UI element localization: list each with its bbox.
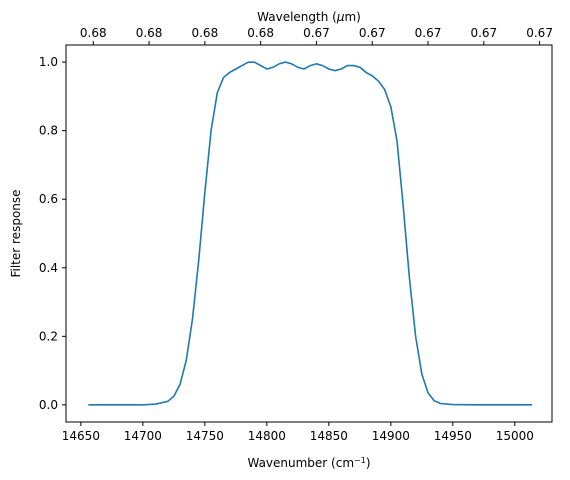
top-x-tick-label: 0.67 [303,26,330,40]
x-tick-label: 14800 [248,429,286,443]
plot-area [88,61,533,406]
top-x-axis: 0.68 0.68 0.68 0.68 0.67 0.67 0.67 0.67 0.67 [80,26,553,45]
top-x-tick-label: 0.68 [247,26,274,40]
x-tick-label: 14900 [372,429,410,443]
y-axis-label: Filter response [9,189,23,277]
x-tick-label: 14650 [62,429,100,443]
top-x-tick-label: 0.67 [359,26,386,40]
plot-frame [65,44,553,423]
top-x-tick-label: 0.67 [526,26,553,40]
x-tick-label: 14850 [310,429,348,443]
top-x-axis-label: Wavelength (μm) [257,10,361,24]
top-x-tick-label: 0.67 [470,26,497,40]
top-x-tick-label: 0.68 [80,26,107,40]
x-axis: 14650 14700 14750 14800 14850 14900 14950 15000 [62,422,534,443]
y-tick-label: 1.0 [39,55,58,69]
x-tick-label: 14750 [186,429,224,443]
top-x-tick-label: 0.68 [191,26,218,40]
y-axis: 0.0 0.2 0.4 0.6 0.8 1.0 [39,55,66,412]
y-tick-label: 0.8 [39,124,58,138]
x-tick-label: 14950 [434,429,472,443]
x-tick-label: 14700 [124,429,162,443]
x-axis-label: Wavenumber (cm−1) [247,456,370,471]
y-tick-label: 0.0 [39,398,58,412]
y-tick-label: 0.2 [39,329,58,343]
x-tick-label: 15000 [496,429,534,443]
y-tick-label: 0.4 [39,261,58,275]
top-x-tick-label: 0.67 [415,26,442,40]
series-line [88,61,533,406]
y-tick-label: 0.6 [39,192,58,206]
top-x-tick-label: 0.68 [136,26,163,40]
